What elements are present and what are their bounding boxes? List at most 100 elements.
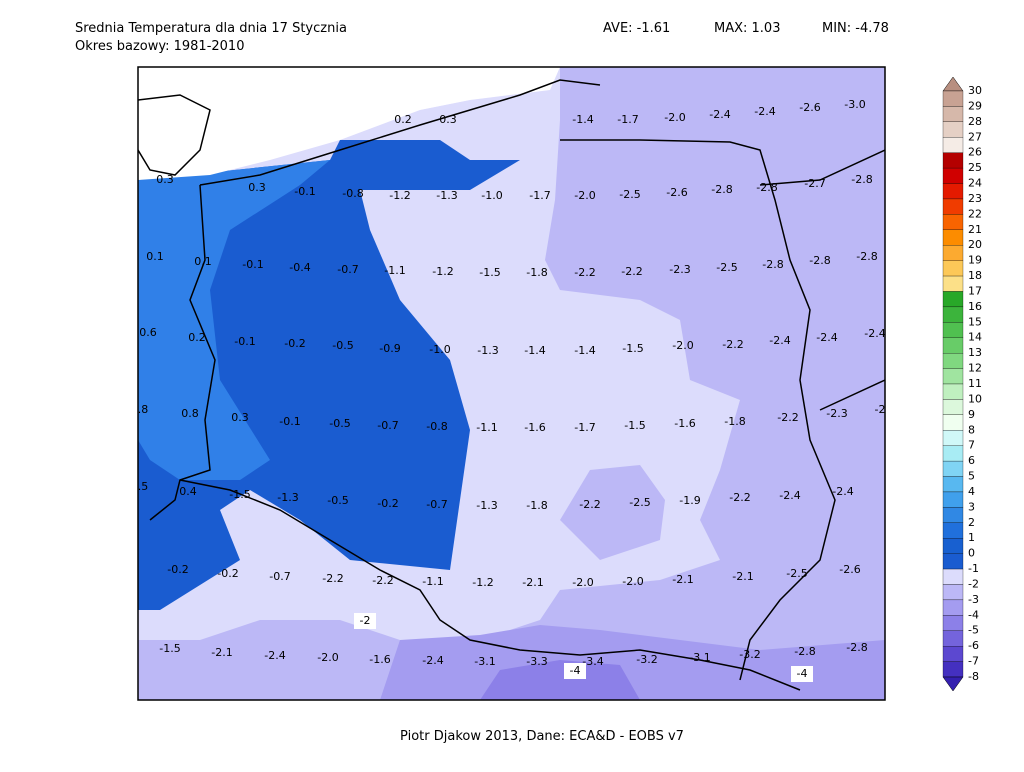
sea: [138, 67, 560, 180]
colorbar-label: 20: [968, 238, 982, 251]
colorbar-bin: [942, 275, 964, 292]
grid-value-label: -2.7: [804, 177, 825, 190]
grid-value-label: -1.5: [624, 419, 645, 432]
grid-value-label: -1.6: [369, 653, 390, 666]
colorbar-bin: [942, 568, 964, 585]
grid-value-label: 0.4: [179, 485, 197, 498]
grid-value-label: -2.0: [317, 651, 338, 664]
grid-value-label: -2.2: [322, 572, 343, 585]
grid-value-label: -2.8: [851, 173, 872, 186]
grid-value-label: -1.0: [481, 189, 502, 202]
grid-value-label: -2.3: [669, 263, 690, 276]
grid-value-label: -1.4: [574, 344, 595, 357]
grid-value-label: -2.8: [846, 641, 867, 654]
grid-value-label: -1.4: [572, 113, 593, 126]
colorbar-label: 18: [968, 269, 982, 282]
colorbar-bin: [942, 322, 964, 338]
grid-value-label: -1.6: [674, 417, 695, 430]
colorbar-label: 11: [968, 377, 982, 390]
colorbar-bin: [942, 229, 964, 246]
grid-value-label: -2.2: [574, 266, 595, 279]
colorbar-bin: [942, 584, 964, 601]
colorbar-label: 19: [968, 254, 982, 267]
colorbar-label: 4: [968, 485, 975, 498]
grid-value-label: -2.0: [622, 575, 643, 588]
grid-value-label: -1.1: [476, 421, 497, 434]
colorbar-label: -8: [968, 670, 979, 683]
contour-label-box: [791, 666, 813, 682]
grid-value-label: -3.2: [636, 653, 657, 666]
colorbar-label: -4: [968, 608, 979, 621]
grid-value-label: -2.4: [422, 654, 443, 667]
grid-value-label: -0.5: [332, 339, 353, 352]
colorbar-label: 6: [968, 454, 975, 467]
colorbar-label: 21: [968, 223, 982, 236]
grid-value-label: -0.4: [289, 261, 310, 274]
colorbar-bin: [942, 198, 964, 215]
grid-value-label: -2.4: [754, 105, 775, 118]
colorbar-label: 28: [968, 115, 982, 128]
field-dark-blue: [138, 140, 520, 610]
colorbar-label: 22: [968, 207, 982, 220]
grid-value-label: -2.1: [732, 570, 753, 583]
grid-value-label: -2.6: [799, 101, 820, 114]
grid-value-label: -0.2: [167, 563, 188, 576]
colorbar-label: 0: [968, 547, 975, 560]
grid-value-label: 0.2: [188, 331, 206, 344]
colorbar-bin: [942, 183, 964, 200]
colorbar-bin: [942, 491, 964, 508]
grid-value-label: -2.8: [809, 254, 830, 267]
min-stat: MIN: -4.78: [822, 21, 889, 36]
grid-value-label: -2.1: [211, 646, 232, 659]
grid-value-label: -3.4: [582, 655, 603, 668]
grid-value-label: -1.4: [524, 344, 545, 357]
border: [149, 184, 216, 521]
colorbar-bin: [942, 399, 964, 415]
colorbar-bin: [942, 106, 964, 122]
grid-value-label: 0.3: [231, 411, 249, 424]
colorbar-label: -5: [968, 624, 979, 637]
grid-value-label: -1.1: [384, 264, 405, 277]
grid-value-label: -2.5: [629, 496, 650, 509]
colorbar-bin: [942, 167, 964, 184]
grid-value-label: -2.0: [672, 339, 693, 352]
grid-value-label: -2.5: [619, 188, 640, 201]
grid-value-label: -1.0: [429, 343, 450, 356]
colorbar-label: 29: [968, 99, 982, 112]
grid-value-label: -0.7: [337, 263, 358, 276]
grid-value-label: -0.7: [426, 498, 447, 511]
colorbar-label: 16: [968, 300, 982, 313]
colorbar-bin: [942, 214, 964, 230]
colorbar-bin: [942, 476, 964, 493]
grid-value-label: -0.1: [242, 258, 263, 271]
grid-value-label: -2.5: [786, 567, 807, 580]
grid-value-label: -1.9: [679, 494, 700, 507]
colorbar-label: -1: [968, 562, 979, 575]
grid-value-label: .8: [138, 403, 149, 416]
colorbar-label: -7: [968, 655, 979, 668]
grid-value-label: -3.2: [739, 648, 760, 661]
grid-value-label: -2.0: [664, 111, 685, 124]
colorbar-bin: [942, 245, 964, 261]
colorbar-bin: [942, 291, 964, 308]
grid-value-label: -2.6: [666, 186, 687, 199]
grid-value-label: -2: [875, 403, 886, 416]
max-stat: MAX: 1.03: [714, 21, 780, 36]
grid-value-label: -1.1: [422, 575, 443, 588]
grid-value-label: -1.3: [277, 491, 298, 504]
grid-value-label: 0.3: [248, 181, 266, 194]
coastline: [199, 79, 601, 186]
contour-label-box: [564, 663, 586, 679]
grid-value-label: -2.0: [574, 189, 595, 202]
map-labels: 0.2 0.3 -1.4 -1.7 -2.0 -2.4 -2.4 -2.6 -3.0 0.3 0.3…: [138, 98, 886, 682]
grid-value-label: 0.3: [439, 113, 457, 126]
grid-value-label: -3.1: [474, 655, 495, 668]
grid-value-label: -1.3: [436, 189, 457, 202]
contour-label-box: [354, 613, 376, 629]
colorbar-label: 27: [968, 130, 982, 143]
colorbar-bin: [942, 121, 964, 138]
grid-value-label: -2.2: [372, 574, 393, 587]
colorbar-label: 23: [968, 192, 982, 205]
colorbar-label: 13: [968, 346, 982, 359]
